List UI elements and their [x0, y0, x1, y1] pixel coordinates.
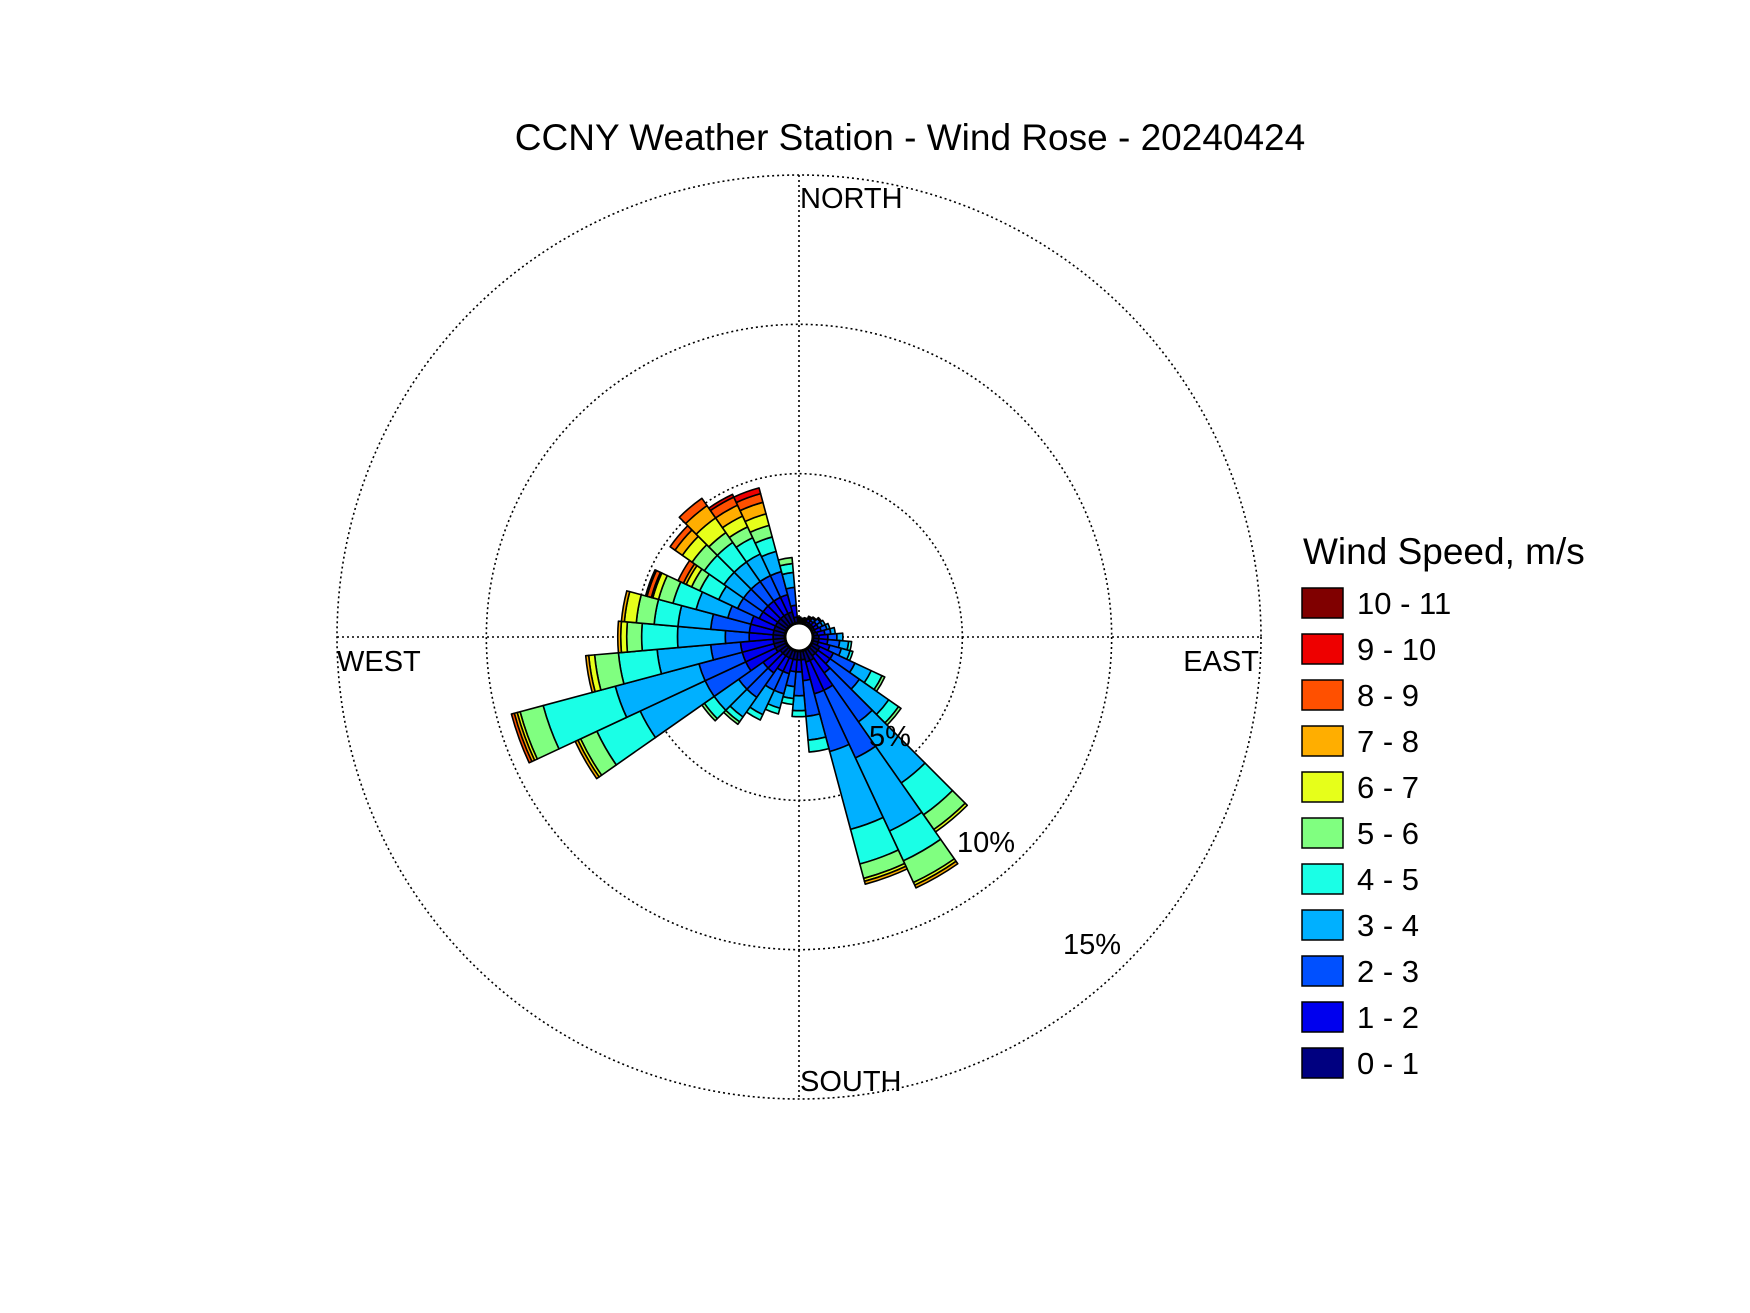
wind-sector-segment [616, 620, 623, 654]
wind-sector-segment [913, 860, 959, 889]
center-hub [783, 621, 815, 653]
legend-swatch [1301, 1047, 1344, 1079]
legend-label: 7 - 8 [1357, 724, 1419, 759]
legend-swatch [1301, 955, 1344, 987]
legend-label: 0 - 1 [1357, 1046, 1419, 1081]
legend-label: 2 - 3 [1357, 954, 1419, 989]
direction-label-east: EAST [1183, 646, 1259, 678]
radial-tick-label-5: 5% [869, 721, 911, 753]
legend-label: 8 - 9 [1357, 678, 1419, 713]
wind-sector-segment [777, 556, 794, 567]
direction-label-north: NORTH [800, 183, 903, 215]
wind-sector-segment [791, 709, 807, 718]
wind-sector-segment [791, 694, 807, 712]
wind-sector-segment [678, 497, 708, 525]
wind-sector-segment [863, 865, 908, 885]
legend-swatch [1301, 587, 1344, 619]
wind-sector-segment [732, 487, 762, 504]
grid-circle [485, 323, 1113, 951]
legend-label: 5 - 6 [1357, 816, 1419, 851]
legend: Wind Speed, m/s 10 - 11 9 - 10 8 - 9 7 - 8 6… [1301, 531, 1585, 1081]
wind-sector-segment [584, 654, 596, 694]
wind-sector-segment [807, 736, 830, 753]
wind-sector-segment [640, 622, 679, 652]
legend-label: 1 - 2 [1357, 1000, 1419, 1035]
direction-label-west: WEST [337, 646, 421, 678]
legend-title: Wind Speed, m/s [1303, 531, 1585, 572]
radial-tick-label-15: 15% [1063, 929, 1121, 961]
radial-tick-label-10: 10% [957, 827, 1015, 859]
legend-swatch [1301, 1001, 1344, 1033]
wind-sector-segment [707, 493, 735, 512]
wind-sector-segment [644, 569, 658, 598]
legend-items: 10 - 11 9 - 10 8 - 9 7 - 8 6 - 7 5 - 6 4 - 5 3 … [1301, 586, 1451, 1081]
direction-label-south: SOUTH [800, 1066, 902, 1098]
wind-sectors [510, 487, 969, 889]
legend-swatch [1301, 817, 1344, 849]
legend-swatch [1301, 633, 1344, 665]
legend-swatch [1301, 863, 1344, 895]
legend-label: 9 - 10 [1357, 632, 1436, 667]
wind-sector-segment [620, 590, 631, 623]
wind-sector-segment [625, 621, 644, 653]
legend-label: 4 - 5 [1357, 862, 1419, 897]
wind-sector-segment [510, 712, 533, 764]
legend-swatch [1301, 679, 1344, 711]
legend-label: 6 - 7 [1357, 770, 1419, 805]
chart-title: CCNY Weather Station - Wind Rose - 20240… [515, 117, 1305, 158]
legend-swatch [1301, 771, 1344, 803]
legend-swatch [1301, 909, 1344, 941]
legend-label: 10 - 11 [1357, 586, 1451, 621]
legend-label: 3 - 4 [1357, 908, 1419, 943]
legend-swatch [1301, 725, 1344, 757]
